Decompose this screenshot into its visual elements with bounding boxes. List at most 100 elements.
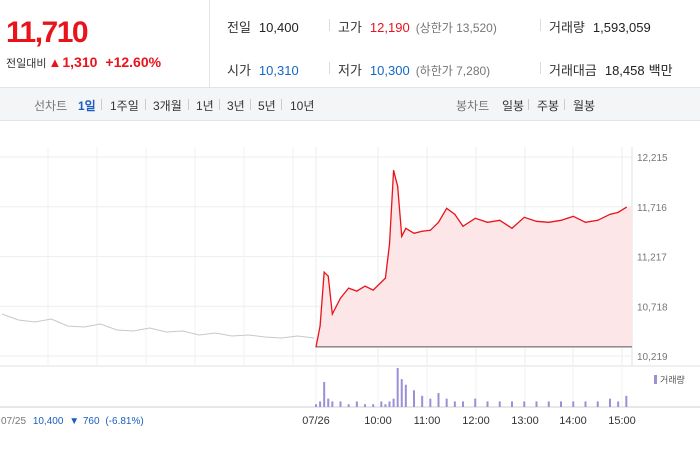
- stat-value: 10,300: [369, 63, 410, 78]
- price-point: [315, 346, 317, 348]
- price-point: [348, 287, 350, 289]
- volume-bar: [511, 401, 513, 407]
- candle-weekly-tab[interactable]: 주봉: [537, 99, 560, 113]
- stat-label: 전일: [227, 20, 251, 35]
- price-point: [584, 221, 587, 223]
- change-label: 전일대비: [6, 58, 47, 70]
- price-point: [331, 313, 333, 315]
- current-price: 11,710: [6, 16, 89, 49]
- stat-value: 10,310: [258, 63, 299, 78]
- volume-bar: [331, 401, 334, 407]
- line-chart-label: 선차트: [34, 99, 68, 113]
- prev-day-info: 07/25 10,400 ▼ 760 (-6.81%): [1, 416, 144, 427]
- price-point: [572, 215, 574, 217]
- stat-open: 시가 10,310: [227, 60, 299, 79]
- price-point: [372, 289, 374, 291]
- prev-day-change: 760: [82, 416, 100, 427]
- y-tick-label: 12,215: [637, 153, 668, 164]
- period-1y-tab[interactable]: 1년: [196, 99, 214, 113]
- volume-bar: [404, 384, 407, 407]
- divider: [188, 99, 189, 110]
- price-point: [511, 227, 513, 229]
- lower-limit: (하한가 7,280): [415, 64, 491, 78]
- x-tick-label: 13:00: [511, 415, 539, 427]
- volume-legend: 거래량: [654, 373, 685, 386]
- volume-bar: [498, 401, 501, 407]
- divider: [329, 62, 330, 74]
- volume-bar: [584, 401, 587, 407]
- period-10y-tab[interactable]: 10년: [290, 99, 315, 113]
- y-tick-label: 10,219: [637, 352, 668, 363]
- down-arrow-icon: ▼: [69, 416, 80, 427]
- candle-monthly-tab[interactable]: 월봉: [573, 99, 596, 113]
- price-point: [437, 221, 440, 223]
- price-point: [462, 225, 464, 227]
- x-tick-label: 07/26: [302, 415, 330, 427]
- volume-bar: [535, 401, 538, 407]
- divider: [219, 99, 220, 110]
- stat-value: 1,593,059: [592, 20, 651, 35]
- price-line: [315, 170, 627, 348]
- period-1d-tab[interactable]: 1일: [78, 99, 96, 113]
- stat-prev-close: 전일 10,400: [227, 17, 299, 36]
- stat-volume: 거래량 1,593,059: [549, 17, 651, 36]
- price-point: [429, 229, 431, 231]
- divider: [528, 99, 529, 110]
- volume-bar: [315, 404, 317, 407]
- price-point: [548, 221, 550, 223]
- x-tick-label: 10:00: [364, 415, 392, 427]
- price-chart[interactable]: 07/26 10:00 11:00 12:00 13:00 14:00 15:00 12,21…: [0, 122, 700, 450]
- volume-legend-swatch: [654, 375, 657, 384]
- period-5y-tab[interactable]: 5년: [258, 99, 276, 113]
- volume-bar: [596, 401, 599, 407]
- volume-bar: [319, 401, 322, 407]
- x-tick-label: 15:00: [608, 415, 636, 427]
- price-point: [392, 169, 395, 172]
- candle-daily-tab[interactable]: 일봉: [502, 99, 525, 113]
- stat-low: 저가 10,300 (하한가 7,280): [338, 60, 490, 79]
- chart-period-toolbar: 선차트 1일 1주일 3개월 1년 3년 5년 10년 봉차트 일봉 주봉 월봉: [0, 88, 700, 121]
- stat-value: 10,400: [258, 20, 299, 35]
- volume-bar: [380, 401, 383, 407]
- price-area-fill: [316, 170, 632, 347]
- stat-amount: 거래대금 18,458 백만: [549, 60, 673, 79]
- volume-bar: [396, 368, 399, 407]
- period-1w-tab[interactable]: 1주일: [110, 99, 139, 113]
- volume-bar: [486, 401, 489, 407]
- divider: [145, 99, 146, 110]
- volume-bar: [339, 401, 342, 407]
- period-3y-tab[interactable]: 3년: [227, 99, 245, 113]
- volume-bar: [625, 395, 628, 407]
- volume-legend-label: 거래량: [660, 375, 685, 385]
- stat-label: 거래대금: [549, 63, 597, 78]
- volume-bar: [445, 398, 448, 407]
- divider: [101, 99, 102, 110]
- stat-label: 시가: [227, 63, 251, 78]
- volume-bar: [523, 401, 526, 407]
- price-point: [625, 206, 627, 208]
- stat-high: 고가 12,190 (상한가 13,520): [338, 17, 497, 36]
- volume-bar: [413, 390, 415, 407]
- volume-bar: [617, 401, 620, 407]
- price-point: [384, 277, 387, 279]
- divider: [540, 19, 541, 31]
- volume-bar: [364, 404, 366, 407]
- volume-bar: [347, 404, 350, 407]
- divider: [540, 62, 541, 74]
- price-point: [380, 281, 382, 283]
- prev-day-date: 07/25: [1, 416, 27, 427]
- change-percent: +12.60%: [105, 54, 162, 70]
- price-point: [319, 325, 321, 327]
- period-3m-tab[interactable]: 3개월: [153, 99, 182, 113]
- volume-bar: [323, 381, 326, 407]
- prev-day-change-pct: (-6.81%): [105, 416, 144, 427]
- x-tick-label: 14:00: [559, 415, 587, 427]
- price-point: [388, 243, 391, 245]
- candle-chart-label: 봉차트: [456, 99, 490, 113]
- volume-bar: [400, 379, 403, 407]
- price-point: [323, 271, 325, 273]
- volume-bar: [421, 395, 424, 407]
- x-tick-label: 12:00: [462, 415, 490, 427]
- price-point: [535, 220, 538, 222]
- y-tick-label: 10,718: [637, 302, 668, 313]
